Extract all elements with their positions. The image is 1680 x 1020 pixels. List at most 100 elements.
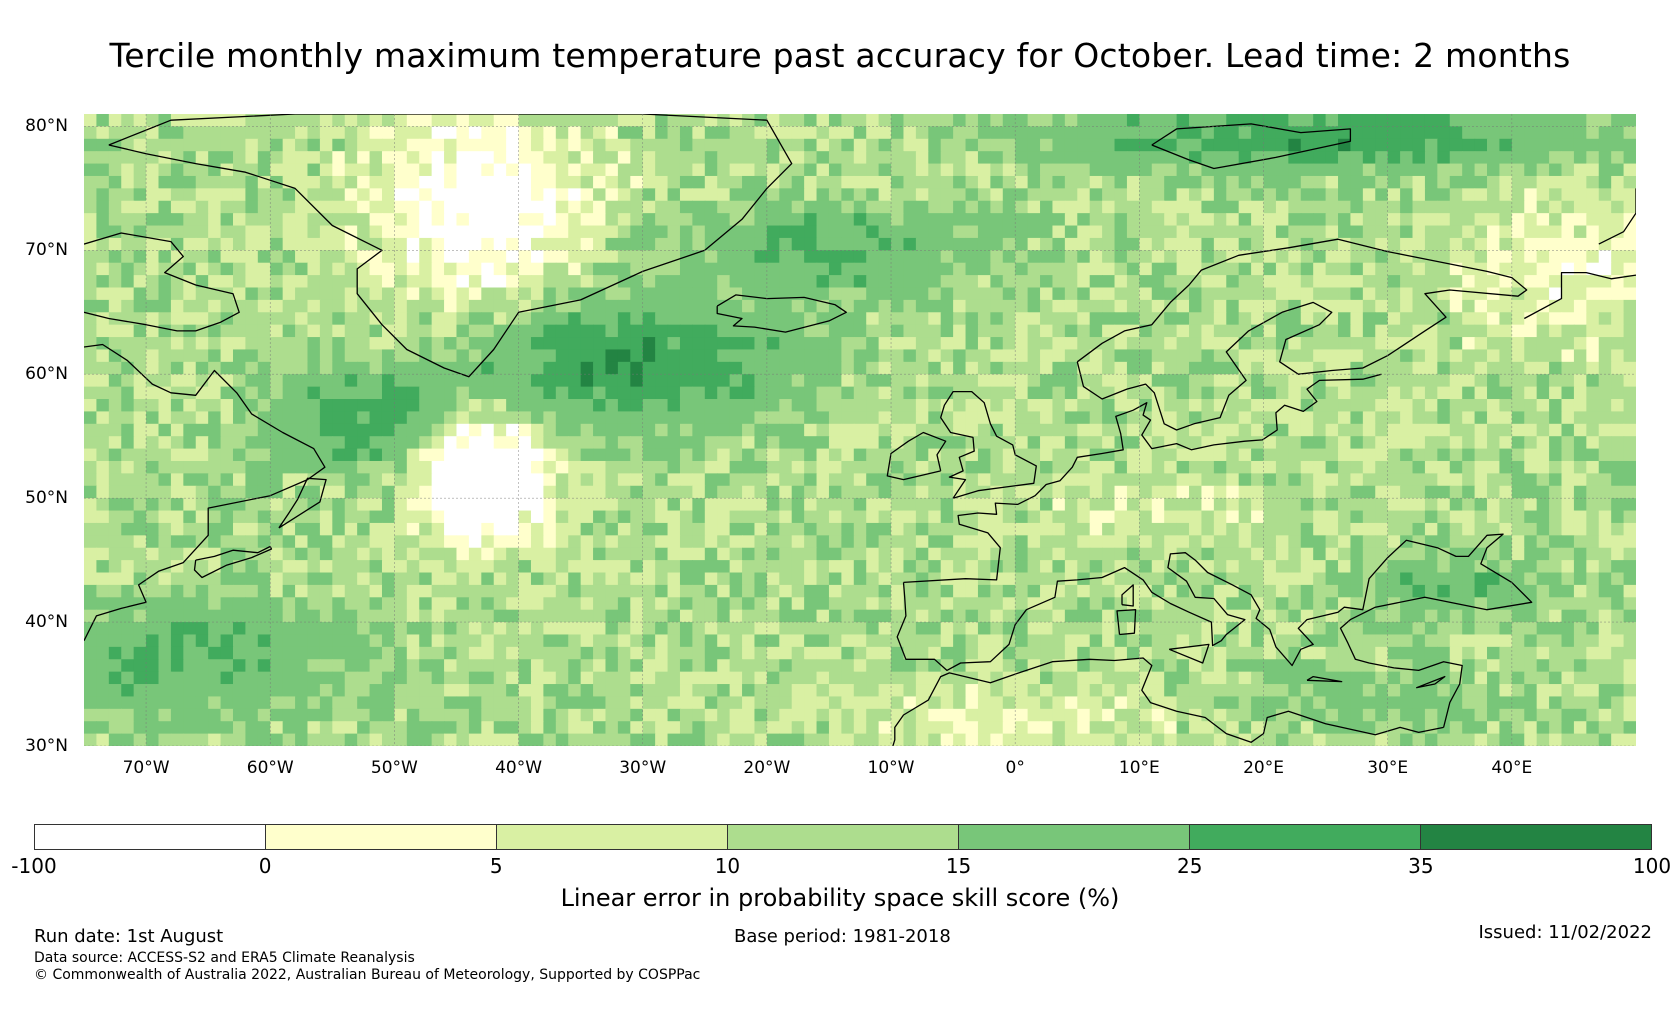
skill-cell bbox=[96, 510, 110, 524]
skill-cell bbox=[1362, 485, 1376, 499]
skill-cell bbox=[903, 510, 917, 524]
skill-cell bbox=[667, 423, 681, 437]
skill-cell bbox=[1536, 498, 1550, 512]
skill-cell bbox=[245, 460, 259, 474]
skill-cell bbox=[1189, 237, 1203, 251]
skill-cell bbox=[605, 547, 619, 561]
skill-cell bbox=[1561, 498, 1575, 512]
skill-cell bbox=[679, 175, 693, 189]
skill-cell bbox=[1325, 522, 1339, 536]
skill-cell bbox=[1300, 126, 1314, 140]
skill-cell bbox=[1077, 175, 1091, 189]
skill-cell bbox=[1189, 411, 1203, 425]
skill-cell bbox=[332, 547, 346, 561]
skill-cell bbox=[717, 200, 731, 214]
skill-cell bbox=[667, 584, 681, 598]
skill-cell bbox=[183, 485, 197, 499]
skill-cell bbox=[357, 485, 371, 499]
skill-cell bbox=[977, 138, 991, 152]
skill-cell bbox=[977, 349, 991, 363]
skill-cell bbox=[704, 485, 718, 499]
skill-cell bbox=[717, 423, 731, 437]
skill-cell bbox=[1338, 337, 1352, 351]
skill-cell bbox=[928, 275, 942, 289]
skill-cell bbox=[1412, 460, 1426, 474]
skill-cell bbox=[630, 275, 644, 289]
skill-cell bbox=[121, 337, 135, 351]
skill-cell bbox=[1499, 312, 1513, 326]
skill-cell bbox=[1338, 584, 1352, 598]
skill-cell bbox=[332, 597, 346, 611]
skill-cell bbox=[679, 275, 693, 289]
skill-cell bbox=[1573, 547, 1587, 561]
skill-cell bbox=[642, 510, 656, 524]
skill-cell bbox=[1462, 337, 1476, 351]
skill-cell bbox=[891, 237, 905, 251]
skill-cell bbox=[605, 175, 619, 189]
skill-cell bbox=[1573, 560, 1587, 574]
skill-cell bbox=[1213, 200, 1227, 214]
skill-cell bbox=[84, 213, 98, 227]
skill-cell bbox=[1424, 151, 1438, 165]
skill-cell bbox=[1437, 374, 1451, 388]
skill-cell bbox=[1362, 163, 1376, 177]
skill-cell bbox=[1275, 324, 1289, 338]
skill-cell bbox=[1114, 423, 1128, 437]
skill-cell bbox=[791, 175, 805, 189]
skill-cell bbox=[766, 485, 780, 499]
skill-cell bbox=[108, 337, 122, 351]
skill-cell bbox=[1064, 597, 1078, 611]
skill-cell bbox=[1015, 374, 1029, 388]
skill-cell bbox=[1226, 337, 1240, 351]
skill-cell bbox=[344, 498, 358, 512]
skill-cell bbox=[121, 324, 135, 338]
skill-cell bbox=[667, 337, 681, 351]
skill-cell bbox=[928, 151, 942, 165]
skill-cell bbox=[319, 423, 333, 437]
skill-cell bbox=[108, 126, 122, 140]
skill-cell bbox=[692, 200, 706, 214]
skill-cell bbox=[568, 584, 582, 598]
skill-cell bbox=[1362, 411, 1376, 425]
skill-cell bbox=[493, 237, 507, 251]
skill-cell bbox=[804, 535, 818, 549]
skill-cell bbox=[667, 597, 681, 611]
skill-cell bbox=[1052, 448, 1066, 462]
skill-cell bbox=[866, 560, 880, 574]
skill-cell bbox=[1462, 423, 1476, 437]
skill-cell bbox=[1263, 572, 1277, 586]
skill-cell bbox=[1549, 275, 1563, 289]
skill-cell bbox=[593, 399, 607, 413]
skill-cell bbox=[878, 547, 892, 561]
skill-cell bbox=[1561, 200, 1575, 214]
skill-cell bbox=[791, 275, 805, 289]
skill-cell bbox=[630, 436, 644, 450]
skill-cell bbox=[1238, 460, 1252, 474]
skill-cell bbox=[704, 386, 718, 400]
skill-cell bbox=[605, 436, 619, 450]
skill-cell bbox=[1189, 114, 1203, 127]
skill-cell bbox=[679, 411, 693, 425]
skill-cell bbox=[406, 349, 420, 363]
skill-cell bbox=[729, 237, 743, 251]
skill-cell bbox=[1015, 225, 1029, 239]
skill-cell bbox=[605, 423, 619, 437]
skill-cell bbox=[232, 225, 247, 239]
skill-cell bbox=[605, 411, 619, 425]
skill-cell bbox=[183, 423, 197, 437]
skill-cell bbox=[940, 448, 954, 462]
skill-cell bbox=[257, 262, 271, 276]
skill-cell bbox=[1263, 299, 1277, 313]
skill-cell bbox=[791, 250, 805, 264]
skill-cell bbox=[841, 522, 855, 536]
skill-cell bbox=[481, 237, 495, 251]
skill-cell bbox=[692, 361, 706, 375]
skill-cell bbox=[506, 114, 520, 127]
skill-cell bbox=[1338, 250, 1352, 264]
skill-cell bbox=[431, 299, 445, 313]
lon-tick-label: 50°W bbox=[370, 758, 418, 778]
skill-cell bbox=[431, 175, 445, 189]
skill-cell bbox=[468, 126, 482, 140]
skill-cell bbox=[1561, 547, 1575, 561]
skill-cell bbox=[381, 250, 395, 264]
